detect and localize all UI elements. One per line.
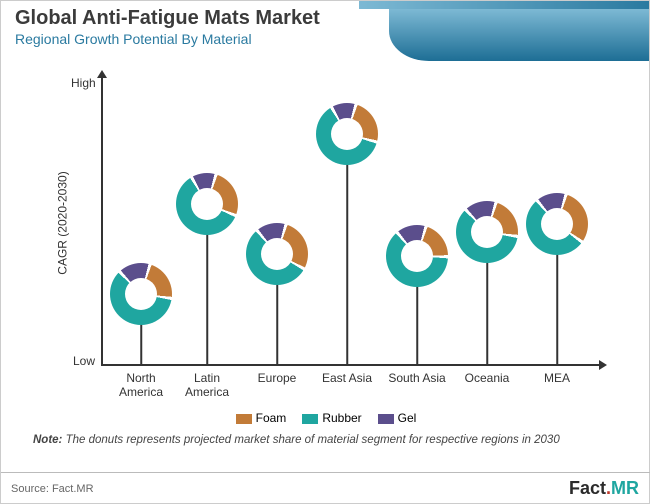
- x-axis-label: Oceania: [454, 371, 520, 385]
- legend-label: Rubber: [322, 411, 361, 425]
- header: Global Anti-Fatigue Mats Market Regional…: [1, 1, 649, 61]
- legend-item: Foam: [236, 411, 287, 425]
- chart-title: Global Anti-Fatigue Mats Market: [15, 7, 320, 30]
- brand-logo: Fact.MR: [569, 478, 639, 499]
- header-accent-curve: [389, 9, 649, 61]
- x-axis-label: South Asia: [384, 371, 450, 385]
- donut-chart: [176, 173, 238, 235]
- legend-label: Gel: [398, 411, 417, 425]
- x-axis-label: North America: [108, 371, 174, 399]
- x-axis-label: Europe: [244, 371, 310, 385]
- chart-subtitle: Regional Growth Potential By Material: [15, 31, 252, 47]
- logo-part-b: MR: [611, 478, 639, 498]
- donut-chart: [316, 103, 378, 165]
- lollipop-stem: [346, 134, 348, 364]
- note-text: The donuts represents projected market s…: [66, 434, 560, 446]
- legend-item: Rubber: [302, 411, 361, 425]
- logo-part-a: Fact: [569, 478, 606, 498]
- legend-swatch: [378, 414, 394, 424]
- x-axis-label: East Asia: [314, 371, 380, 385]
- y-axis-label: CAGR (2020-2030): [56, 171, 70, 274]
- legend-item: Gel: [378, 411, 417, 425]
- legend-label: Foam: [256, 411, 287, 425]
- y-axis-high-label: High: [71, 76, 96, 90]
- legend-swatch: [236, 414, 252, 424]
- footer-divider: [1, 472, 650, 473]
- x-axis-label: MEA: [524, 371, 590, 385]
- donut-chart: [386, 225, 448, 287]
- y-axis-low-label: Low: [73, 354, 95, 368]
- legend-swatch: [302, 414, 318, 424]
- legend: Foam Rubber Gel: [1, 411, 650, 425]
- chart-note: Note: The donuts represents projected ma…: [33, 433, 617, 449]
- header-accent-bar: [359, 1, 649, 9]
- x-axis: [101, 364, 601, 366]
- donut-chart: [110, 263, 172, 325]
- note-label: Note:: [33, 434, 62, 446]
- donut-chart: [456, 201, 518, 263]
- y-axis: [101, 76, 103, 366]
- donut-chart: [246, 223, 308, 285]
- chart-area: CAGR (2020-2030) High Low North AmericaL…: [41, 76, 621, 386]
- source-text: Source: Fact.MR: [11, 483, 94, 495]
- x-axis-label: Latin America: [174, 371, 240, 399]
- donut-chart: [526, 193, 588, 255]
